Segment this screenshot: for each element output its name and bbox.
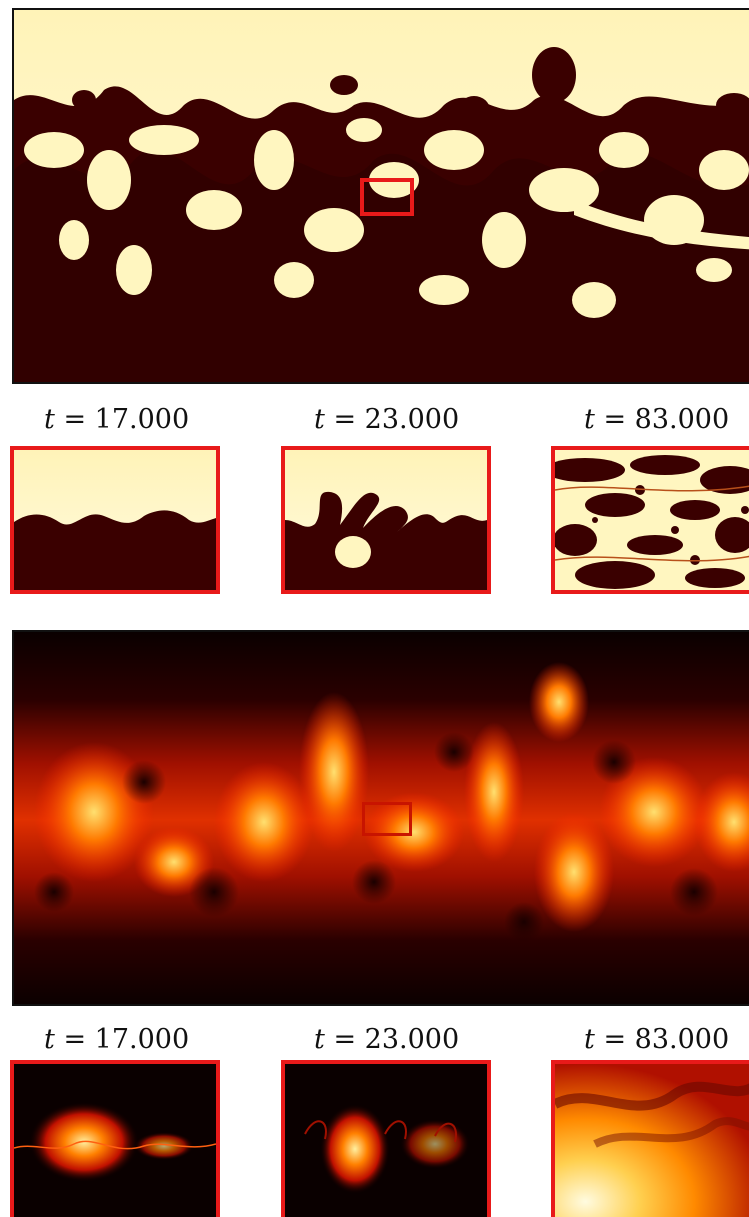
time-label-bottom-1: t = 17.000 (44, 1024, 190, 1055)
vorticity-inset-t17 (10, 1060, 220, 1217)
density-inset-t83 (551, 446, 749, 594)
vorticity-field-image (14, 632, 749, 1004)
density-inset-t17 (10, 446, 220, 594)
time-label-top-3: t = 83.000 (584, 404, 730, 435)
highlight-box-vorticity (362, 802, 412, 836)
vorticity-inset-t23 (281, 1060, 491, 1217)
time-label-bottom-3: t = 83.000 (584, 1024, 730, 1055)
vorticity-field-panel (12, 630, 749, 1006)
vorticity-inset-t83 (551, 1060, 749, 1217)
time-label-top-2: t = 23.000 (314, 404, 460, 435)
time-label-top-1: t = 17.000 (44, 404, 190, 435)
time-label-bottom-2: t = 23.000 (314, 1024, 460, 1055)
density-inset-t23 (281, 446, 491, 594)
density-field-image (14, 10, 749, 382)
highlight-box-density (360, 178, 414, 216)
density-field-panel (12, 8, 749, 384)
